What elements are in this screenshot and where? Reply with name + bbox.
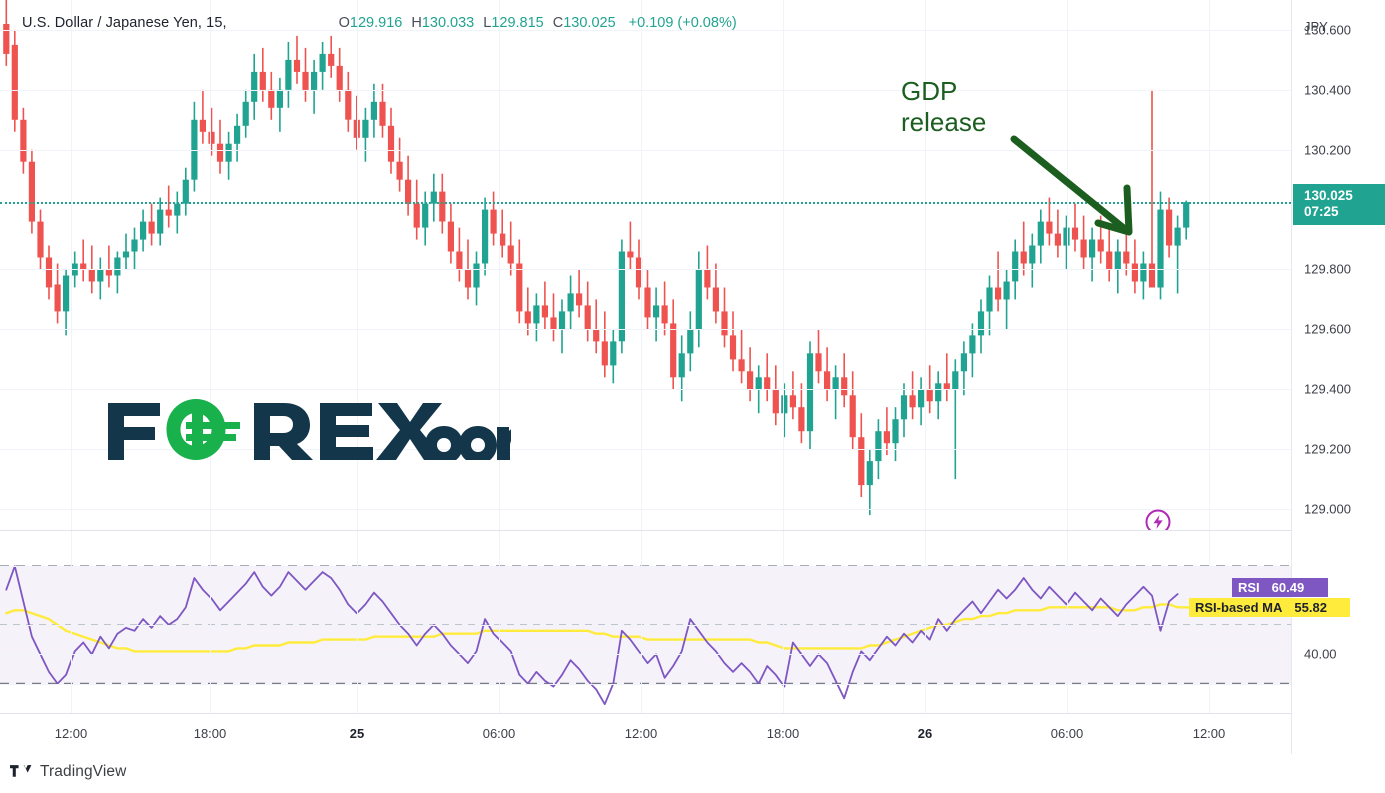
- price-axis-label: 129.800: [1304, 261, 1351, 277]
- gridline-vertical: [783, 531, 784, 713]
- ohlc-low-value: 129.815: [491, 15, 544, 31]
- gridline-horizontal: [0, 449, 1291, 450]
- gridline-vertical: [210, 531, 211, 713]
- gridline-vertical: [71, 0, 72, 530]
- time-axis-label: 06:00: [482, 726, 516, 741]
- gridline-horizontal: [0, 90, 1291, 91]
- time-axis-label: 18:00: [193, 726, 227, 741]
- time-axis-label: 18:00: [766, 726, 800, 741]
- price-axis-label: 129.600: [1304, 321, 1351, 337]
- rsi-ma-badge-value: 55.82: [1288, 598, 1351, 617]
- gridline-vertical: [925, 531, 926, 713]
- gridline-vertical: [1067, 0, 1068, 530]
- tradingview-label: TradingView: [40, 763, 127, 780]
- price-axis-label: 130.400: [1304, 82, 1351, 98]
- annotation-arrow: [1010, 135, 1133, 236]
- gridline-horizontal: [0, 684, 1291, 685]
- ohlc-low-label: L: [483, 15, 492, 31]
- gridline-horizontal: [0, 329, 1291, 330]
- ohlc-high-label: H: [411, 15, 422, 31]
- rsi-ma-value-badge: RSI-based MA 55.82: [1189, 598, 1351, 617]
- candlestick-series: [3, 0, 1190, 516]
- gridline-vertical: [925, 0, 926, 530]
- price-axis[interactable]: JPY 130.600 130.400 130.200 129.800 129.600 1…: [1291, 0, 1385, 754]
- gridline-horizontal: [0, 150, 1291, 151]
- gridline-vertical: [357, 0, 358, 530]
- time-axis-label: 12:00: [54, 726, 88, 741]
- gridline-vertical: [783, 0, 784, 530]
- time-axis-separator: [0, 713, 1291, 714]
- price-axis-label: 129.400: [1304, 381, 1351, 397]
- current-price-value: 130.025: [1304, 188, 1353, 203]
- gridline-vertical: [71, 531, 72, 713]
- tradingview-brand[interactable]: TradingView: [10, 763, 126, 781]
- ohlc-close-value: 130.025: [563, 15, 616, 31]
- time-axis-label: 26: [917, 726, 933, 741]
- chart-legend: U.S. Dollar / Japanese Yen, 15, O129.916…: [0, 13, 737, 33]
- time-axis-label: 06:00: [1050, 726, 1084, 741]
- rsi-axis-label: 40.00: [1304, 646, 1337, 662]
- price-chart-pane[interactable]: GDP release: [0, 0, 1291, 530]
- rsi-series: [0, 565, 1291, 706]
- ohlc-close-label: C: [552, 15, 564, 31]
- rsi-indicator-pane[interactable]: [0, 531, 1291, 713]
- pane-separator: [0, 530, 1291, 531]
- time-axis[interactable]: 12:00 18:00 25 06:00 12:00 18:00 26 06:00 12:00: [0, 714, 1291, 754]
- rsi-ma-badge-name: RSI-based MA: [1189, 598, 1289, 617]
- current-price-line: [0, 202, 1291, 204]
- rsi-value-badge: RSI 60.49: [1232, 578, 1328, 597]
- gridline-horizontal: [0, 625, 1291, 626]
- price-axis-label: 129.000: [1304, 501, 1351, 517]
- gridline-horizontal: [0, 269, 1291, 270]
- gridline-horizontal: [0, 566, 1291, 567]
- forex-logo: [108, 399, 511, 460]
- gridline-horizontal: [0, 30, 1291, 31]
- gridline-vertical: [1209, 531, 1210, 713]
- gridline-horizontal: [0, 654, 1291, 655]
- gridline-vertical: [210, 0, 211, 530]
- gridline-horizontal: [0, 509, 1291, 510]
- price-axis-unit: JPY: [1304, 19, 1328, 34]
- ohlc-low: L129.815: [483, 15, 544, 31]
- gdp-release-annotation: GDP release: [901, 76, 987, 137]
- gridline-vertical: [1067, 531, 1068, 713]
- rsi-badge-value: 60.49: [1265, 578, 1328, 597]
- ohlc-open: O129.916: [339, 15, 403, 31]
- tradingview-logo-icon: [10, 764, 32, 777]
- gridline-vertical: [1209, 0, 1210, 530]
- time-axis-label: 25: [349, 726, 365, 741]
- economic-event-icon[interactable]: [1144, 508, 1172, 530]
- symbol-title[interactable]: U.S. Dollar / Japanese Yen, 15,: [22, 15, 227, 31]
- gridline-vertical: [357, 531, 358, 713]
- gridline-vertical: [499, 0, 500, 530]
- price-axis-label: 130.600: [1304, 22, 1351, 38]
- price-axis-label: 130.200: [1304, 142, 1351, 158]
- ohlc-close: C130.025: [553, 15, 616, 31]
- rsi-badge-name: RSI: [1232, 578, 1266, 597]
- gridline-vertical: [499, 531, 500, 713]
- gridline-vertical: [641, 531, 642, 713]
- gridline-horizontal: [0, 389, 1291, 390]
- ohlc-high-value: 130.033: [421, 15, 475, 31]
- time-axis-label: 12:00: [624, 726, 658, 741]
- gridline-vertical: [641, 0, 642, 530]
- current-price-time: 07:25: [1304, 204, 1339, 219]
- price-axis-label: 129.200: [1304, 441, 1351, 457]
- ohlc-open-label: O: [338, 15, 350, 31]
- ohlc-high: H130.033: [411, 15, 474, 31]
- ohlc-open-value: 129.916: [349, 15, 403, 31]
- ohlc-values: O129.916 H130.033 L129.815 C130.025 +0.1…: [339, 15, 737, 31]
- price-change: +0.109 (+0.08%): [628, 15, 737, 31]
- forex-com-watermark: [106, 398, 511, 460]
- time-axis-label: 12:00: [1192, 726, 1226, 741]
- current-price-badge: 130.025 07:25: [1293, 184, 1385, 225]
